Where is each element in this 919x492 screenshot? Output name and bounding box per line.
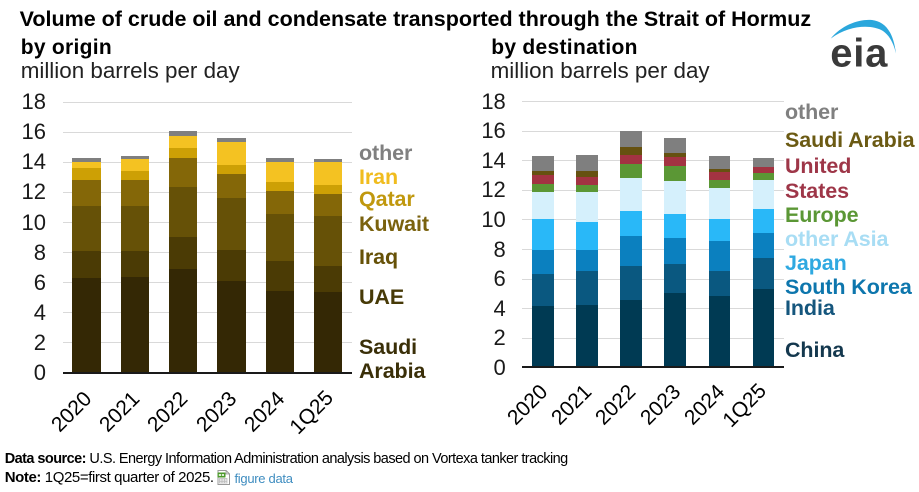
svg-text:eia: eia [830,31,888,70]
